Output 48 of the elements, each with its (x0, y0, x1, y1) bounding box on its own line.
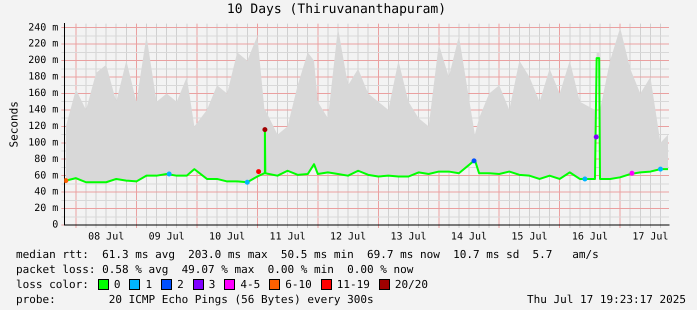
point (594, 134, 599, 140)
legend-label: 1 (145, 277, 152, 292)
text: median rtt: 61.3 ms avg 203.0 ms max 50.5 ms min 69.7 ms now 10.7 ms sd 5.7 am/s (16, 247, 600, 262)
x-tick-label: 12 Jul (330, 232, 366, 243)
text: packet loss: 0.58 % avg 49.07 % max 0.00 % min 0.00 % now (16, 262, 414, 277)
text: Thu Jul 17 19:23:17 2025 (527, 292, 686, 307)
point (472, 158, 477, 164)
point (64, 178, 68, 184)
x-tick-label: 16 Jul (572, 232, 608, 243)
x-tick-label: 09 Jul (148, 232, 185, 243)
legend-label: 0 (114, 277, 120, 292)
legend-label: 4-5 (240, 277, 260, 292)
y-tick-label: 80 m (34, 154, 58, 165)
point (244, 180, 250, 185)
x-tick-label: 11 Jul (270, 232, 306, 243)
point (582, 176, 588, 182)
point (658, 166, 663, 172)
chart-title: 10 Days (Thiruvananthapuram) (226, 2, 446, 18)
x-tick-label: 10 Jul (209, 232, 246, 243)
x-tick-label: 08 Jul (88, 232, 124, 243)
legend-label: 2 (177, 277, 184, 292)
legend-label: 20/20 (394, 277, 428, 292)
y-tick-label: 100 m (28, 137, 58, 148)
text: probe: 20 ICMP Echo Pings (56 Bytes) every 300s (16, 292, 374, 307)
y-tick-label: 0 (52, 220, 58, 231)
y-tick-label: 220 m (28, 38, 58, 50)
legend-label: 6-10 (285, 277, 312, 292)
y-tick-label: 60 m (34, 170, 58, 182)
y-tick-label: 180 m (28, 72, 58, 83)
point (262, 127, 268, 132)
y-axis-title: Seconds (7, 101, 20, 148)
y-tick-label: 40 m (34, 186, 58, 198)
x-tick-label: 14 Jul (450, 232, 488, 243)
legend-title: loss color: (16, 277, 89, 292)
point (166, 172, 172, 177)
legend-label: 3 (208, 277, 216, 292)
y-tick-label: 200 m (28, 55, 58, 66)
x-tick-label: 15 Jul (511, 232, 548, 243)
y-tick-label: 140 m (28, 104, 58, 116)
point (256, 169, 262, 174)
x-tick-label: 13 Jul (390, 232, 427, 243)
y-tick-label: 20 m (34, 203, 58, 214)
x-tick-label: 17 Jul (632, 232, 668, 243)
y-tick-label: 240 m (28, 22, 58, 34)
y-tick-label: 120 m (28, 120, 58, 132)
y-tick-label: 160 m (28, 88, 58, 100)
point (629, 170, 634, 176)
legend-label: 11-19 (336, 277, 370, 292)
